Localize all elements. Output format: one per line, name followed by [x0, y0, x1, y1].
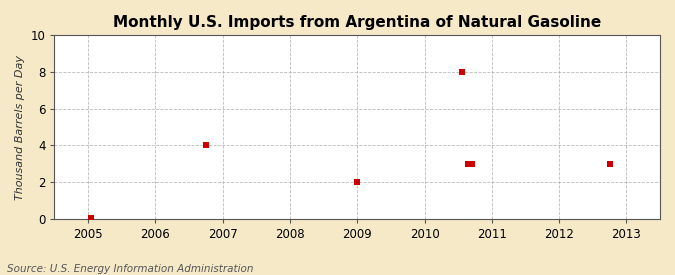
Point: [604, 161, 615, 166]
Point: [200, 143, 211, 148]
Y-axis label: Thousand Barrels per Day: Thousand Barrels per Day: [15, 54, 25, 200]
Point: [463, 161, 474, 166]
Point: [456, 70, 467, 74]
Text: Source: U.S. Energy Information Administration: Source: U.S. Energy Information Administ…: [7, 264, 253, 274]
Title: Monthly U.S. Imports from Argentina of Natural Gasoline: Monthly U.S. Imports from Argentina of N…: [113, 15, 601, 30]
Point: [352, 180, 362, 184]
Point: [86, 216, 97, 220]
Point: [466, 161, 477, 166]
